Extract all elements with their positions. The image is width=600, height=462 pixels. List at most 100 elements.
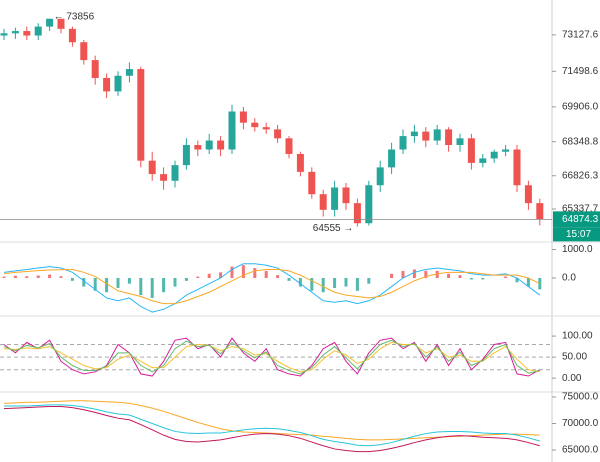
histogram-bar	[412, 269, 416, 279]
histogram-bar	[59, 276, 63, 279]
histogram-bar	[390, 273, 394, 279]
histogram-bar	[173, 278, 177, 287]
candle-body	[490, 151, 498, 159]
histogram-bar	[321, 278, 325, 293]
candle-body	[513, 149, 521, 186]
candle-body	[57, 18, 65, 29]
y-tick-label: 75000.0	[562, 392, 599, 403]
candle-body	[148, 160, 156, 175]
candle-body	[171, 165, 179, 181]
candle-body	[388, 149, 396, 168]
histogram-bar	[401, 270, 405, 279]
indicator-line	[3, 263, 541, 313]
countdown-label: 15:07	[566, 229, 591, 240]
histogram-bar	[93, 278, 97, 291]
high-annotation: ← 73856	[54, 11, 95, 22]
candle-body	[114, 75, 122, 92]
histogram-bar	[139, 278, 143, 296]
histogram-bar	[48, 274, 52, 279]
histogram-bar	[264, 270, 268, 279]
histogram-bar	[82, 278, 86, 287]
candle-body	[34, 26, 42, 36]
candle-body	[11, 31, 19, 34]
candle-body	[376, 167, 384, 186]
histogram-bar	[298, 278, 302, 287]
y-tick-label: 50.00	[562, 352, 587, 363]
indicator-line	[3, 268, 541, 305]
candle-body	[536, 203, 544, 220]
histogram-bar	[127, 278, 131, 284]
histogram-bar	[70, 278, 74, 281]
candle-body	[217, 140, 225, 150]
candle-body	[91, 60, 99, 78]
histogram-bar	[150, 278, 154, 298]
candle-body	[285, 138, 293, 154]
candle-body	[467, 138, 475, 163]
candle-body	[445, 129, 453, 146]
histogram-bar	[355, 278, 359, 291]
histogram-bar	[162, 278, 166, 293]
candle-body	[342, 187, 350, 204]
histogram-bar	[241, 265, 245, 279]
candle-body	[399, 136, 407, 150]
candle-body	[365, 185, 373, 224]
indicator-line	[3, 341, 540, 373]
y-tick-label: 65337.7	[562, 204, 599, 215]
indicator-line	[4, 404, 540, 447]
last-price-box	[553, 211, 600, 228]
last-price-label: 64874.3	[562, 214, 599, 225]
indicator-line	[3, 406, 540, 453]
candle-body	[228, 111, 236, 150]
candle-body	[239, 111, 247, 123]
candle-body	[331, 187, 339, 210]
histogram-bar	[230, 266, 234, 279]
candle-body	[103, 77, 111, 92]
candle-body	[80, 42, 88, 61]
indicator-line	[3, 339, 540, 375]
histogram-bar	[504, 276, 508, 279]
candle-body	[308, 171, 316, 195]
candle-body	[251, 122, 259, 128]
candle-body	[46, 18, 54, 27]
candle-body	[125, 69, 133, 76]
histogram-bar	[447, 273, 451, 279]
low-annotation: 64555 →	[313, 223, 354, 234]
candle-body	[23, 31, 31, 36]
y-tick-label: 69906.0	[562, 102, 599, 113]
y-tick-label: 100.00	[562, 331, 593, 342]
histogram-bar	[25, 276, 29, 279]
candle-body	[422, 131, 430, 141]
histogram-bar	[276, 275, 280, 279]
candle-body	[0, 33, 8, 36]
y-tick-label: 68348.8	[562, 136, 599, 147]
candle-body	[274, 129, 282, 139]
candle-body	[296, 153, 304, 172]
candle-body	[137, 69, 145, 161]
y-tick-label: 66826.3	[562, 170, 599, 181]
candle-body	[319, 194, 327, 210]
candle-body	[524, 185, 532, 204]
candle-body	[68, 28, 76, 43]
histogram-bar	[481, 278, 485, 280]
y-tick-label: 71498.6	[562, 66, 599, 77]
histogram-bar	[219, 272, 223, 279]
candle-body	[456, 138, 464, 146]
candle-body	[262, 127, 270, 130]
y-tick-label: 1000.0	[562, 244, 593, 255]
y-tick-label: 0.0	[562, 273, 576, 284]
histogram-bar	[196, 276, 200, 279]
histogram-bar	[424, 270, 428, 279]
candle-body	[433, 129, 441, 141]
candle-body	[410, 131, 418, 137]
indicator-line	[3, 400, 540, 441]
candle-body	[194, 145, 202, 150]
histogram-bar	[515, 278, 519, 283]
candle-body	[502, 149, 510, 152]
candle-body	[160, 174, 168, 181]
candle-body	[205, 140, 213, 150]
y-tick-label: 73127.6	[562, 30, 599, 41]
histogram-bar	[526, 278, 530, 287]
histogram-bar	[344, 278, 348, 287]
